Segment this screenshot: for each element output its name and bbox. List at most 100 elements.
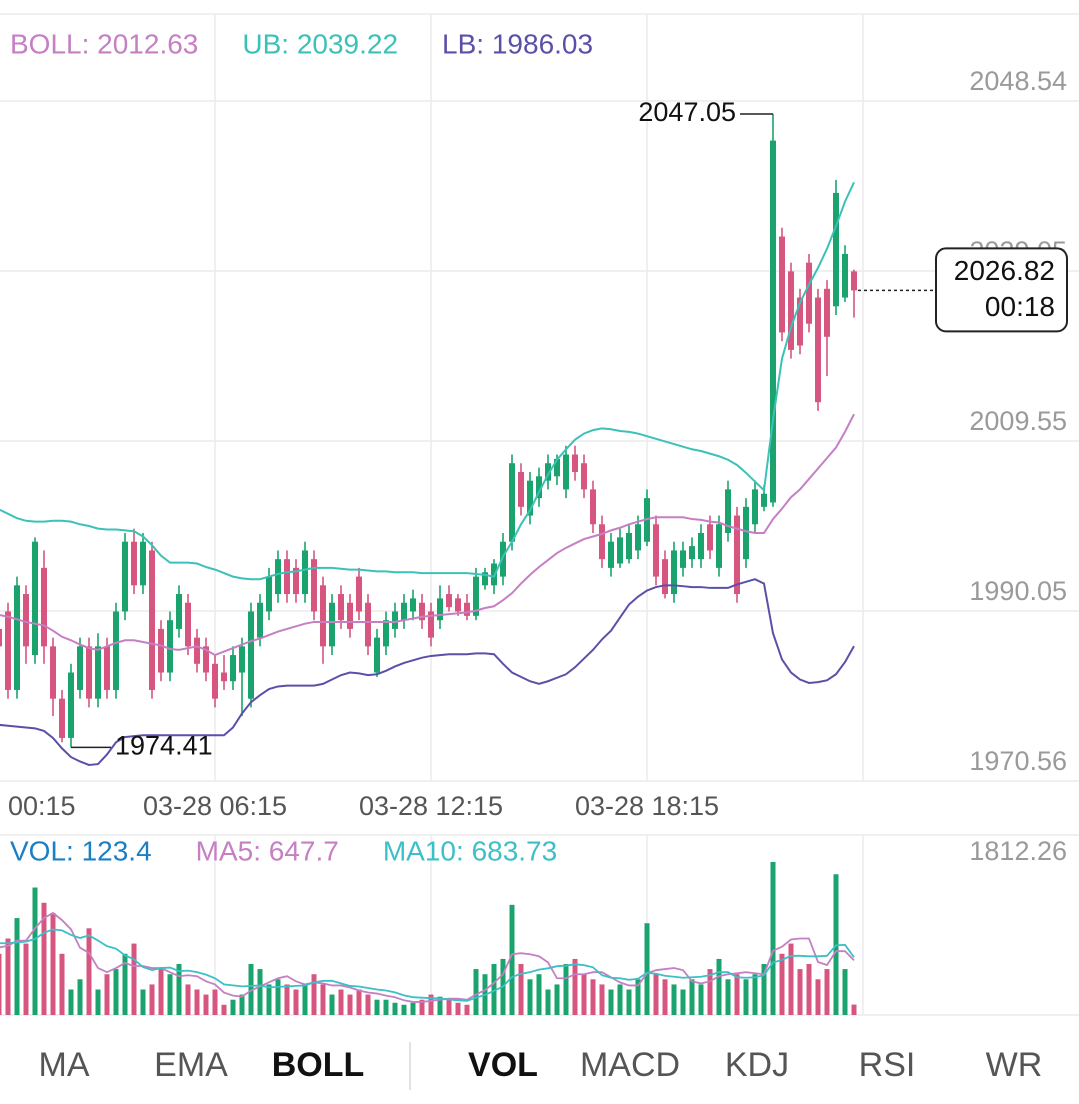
candle-body bbox=[455, 598, 461, 612]
indicator-tab[interactable]: BOLL bbox=[272, 1046, 365, 1084]
candle-body bbox=[824, 288, 830, 337]
candle-body bbox=[311, 559, 317, 612]
candle-body bbox=[167, 620, 173, 673]
band-line bbox=[0, 181, 855, 581]
volume-bar bbox=[797, 969, 803, 1015]
indicator-tab[interactable]: EMA bbox=[154, 1046, 228, 1084]
volume-bar bbox=[176, 964, 182, 1015]
x-tick-label: 03-28 06:15 bbox=[143, 791, 287, 821]
volume-bar bbox=[356, 989, 362, 1015]
volume-bar bbox=[383, 999, 389, 1015]
candle-body bbox=[248, 611, 254, 699]
volume-bar bbox=[329, 994, 335, 1015]
candle-body bbox=[662, 559, 668, 595]
candle-body bbox=[338, 594, 344, 621]
volume-bar bbox=[644, 923, 650, 1015]
indicator-tab[interactable]: RSI bbox=[859, 1046, 916, 1084]
candle-body bbox=[554, 458, 560, 477]
volume-bar bbox=[527, 979, 533, 1015]
volume-bar bbox=[680, 989, 686, 1015]
candle-body bbox=[275, 559, 281, 595]
volume-bar bbox=[716, 958, 722, 1015]
candle-body bbox=[0, 628, 2, 647]
candle-body bbox=[563, 454, 569, 490]
candle-body bbox=[284, 559, 290, 595]
indicator-tab[interactable]: VOL bbox=[468, 1046, 538, 1084]
volume-bar bbox=[338, 989, 344, 1015]
candle-body bbox=[851, 271, 857, 291]
volume-bar bbox=[455, 1002, 461, 1015]
legend-item: UB: 2039.22 bbox=[242, 28, 398, 59]
candle-body bbox=[239, 646, 245, 673]
volume-bar bbox=[608, 989, 614, 1015]
candle-body bbox=[536, 476, 542, 499]
volume-bar bbox=[131, 943, 137, 1015]
volume-bar bbox=[311, 974, 317, 1015]
volume-bar bbox=[428, 994, 434, 1015]
indicator-tab[interactable]: KDJ bbox=[725, 1046, 789, 1084]
candle-body bbox=[131, 541, 137, 586]
volume-bar bbox=[266, 984, 272, 1015]
candle-body bbox=[356, 576, 362, 612]
volume-bar bbox=[698, 984, 704, 1015]
candle-body bbox=[293, 567, 299, 595]
legend-item: MA5: 647.7 bbox=[196, 835, 339, 866]
candle-body bbox=[176, 594, 182, 629]
volume-bar bbox=[203, 994, 209, 1015]
high-label: 2047.05 bbox=[638, 97, 736, 127]
candle-body bbox=[23, 594, 29, 647]
indicator-tab[interactable]: MACD bbox=[580, 1046, 680, 1084]
volume-bar bbox=[779, 953, 785, 1015]
legend-item: LB: 1986.03 bbox=[442, 28, 593, 59]
candle-body bbox=[320, 585, 326, 647]
candle-body bbox=[365, 602, 371, 647]
candle-body bbox=[707, 524, 713, 551]
volume-bar bbox=[770, 862, 776, 1015]
candle-body bbox=[509, 463, 515, 542]
indicator-tab[interactable]: MA bbox=[39, 1046, 90, 1084]
candle-body bbox=[815, 297, 821, 403]
candle-body bbox=[257, 602, 263, 638]
volume-bar bbox=[0, 953, 2, 1015]
low-label: 1974.41 bbox=[115, 731, 213, 761]
legend-item: BOLL: 2012.63 bbox=[10, 28, 198, 59]
candle-body bbox=[113, 611, 119, 690]
y-tick-label: 2009.55 bbox=[969, 406, 1067, 436]
volume-bar bbox=[374, 999, 380, 1015]
volume-bar bbox=[752, 974, 758, 1015]
ma-line bbox=[0, 928, 855, 1002]
candle-body bbox=[725, 489, 731, 533]
volume-bar bbox=[149, 984, 155, 1015]
volume-bar bbox=[842, 969, 848, 1015]
indicator-tab[interactable]: WR bbox=[986, 1046, 1043, 1084]
candle-body bbox=[32, 541, 38, 656]
candle-body bbox=[734, 515, 740, 595]
volume-bar bbox=[545, 989, 551, 1015]
candle-body bbox=[482, 572, 488, 586]
candle-body bbox=[698, 532, 704, 560]
volume-bar bbox=[671, 984, 677, 1015]
volume-bar bbox=[185, 984, 191, 1015]
candle-body bbox=[590, 489, 596, 525]
volume-bar bbox=[815, 979, 821, 1015]
volume-bar bbox=[248, 964, 254, 1015]
volume-bar bbox=[95, 989, 101, 1015]
candle-body bbox=[329, 602, 335, 647]
candle-body bbox=[212, 663, 218, 699]
volume-bar bbox=[302, 984, 308, 1015]
volume-bar bbox=[41, 902, 47, 1015]
x-tick-label: 03-28 12:15 bbox=[359, 791, 503, 821]
candle-body bbox=[446, 594, 452, 608]
volume-bar bbox=[104, 974, 110, 1015]
volume-bar bbox=[275, 979, 281, 1015]
volume-bar bbox=[734, 974, 740, 1015]
volume-bar bbox=[599, 984, 605, 1015]
volume-bar bbox=[77, 979, 83, 1015]
candle-body bbox=[347, 602, 353, 629]
volume-bar bbox=[653, 974, 659, 1015]
candle-body bbox=[95, 646, 101, 699]
volume-bar bbox=[68, 989, 74, 1015]
volume-bar bbox=[347, 994, 353, 1015]
candle-body bbox=[608, 541, 614, 568]
